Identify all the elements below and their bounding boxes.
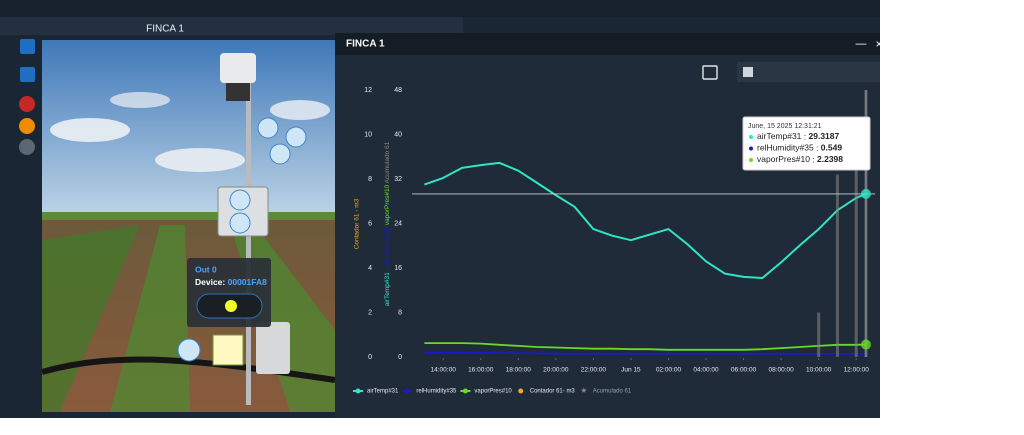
hover-point (860, 339, 871, 350)
export-button[interactable] (702, 65, 718, 80)
y2-tick-label: 4 (368, 265, 372, 272)
x-tick-label: Jun 15 (621, 367, 641, 374)
y-tick-label: 40 (394, 131, 402, 138)
y-axis-title-part: vaporPres#10 (384, 184, 391, 225)
legend-label: Contador 61- m3 (530, 389, 576, 395)
y-tick-label: 32 (394, 176, 402, 183)
x-tick-label: 04:00:00 (693, 367, 719, 374)
x-tick-label: 22:00:00 (581, 367, 607, 374)
series-line (424, 342, 867, 351)
y2-tick-label: 0 (368, 354, 372, 361)
calendar-icon (743, 67, 753, 77)
x-tick-label: 12:00:00 (844, 367, 870, 374)
device-popup: Out 0 Device: 00001FA8 (187, 258, 271, 327)
y-axis-title: airTemp#31 relHumidity#35 vaporPres#10 A… (384, 141, 391, 306)
y2-tick-label: 8 (368, 176, 372, 183)
y2-axis-title: Contador 61 - m3 (354, 198, 361, 249)
x-tick-label: 20:00:00 (543, 367, 569, 374)
legend-label: vaporPres#10 (474, 389, 512, 395)
legend-label: Acumulado 61 (593, 389, 632, 395)
device-label-text: Device: (195, 277, 225, 287)
tooltip-row: relHumidity#35 : 0.549 (757, 143, 842, 153)
minimize-button[interactable]: — (856, 38, 867, 50)
y-tick-label: 16 (394, 265, 402, 272)
y2-tick-label: 12 (364, 87, 372, 94)
x-tick-label: 18:00:00 (506, 367, 532, 374)
x-tick-label: 14:00:00 (431, 367, 457, 374)
tooltip (742, 116, 871, 171)
y-tick-label: 24 (394, 220, 402, 227)
x-tick-label: 08:00:00 (768, 367, 794, 374)
y-tick-label: 8 (398, 309, 402, 316)
y-axis-title-part: Acumulado 61 (384, 141, 391, 183)
field-photo (41, 40, 336, 412)
warning-button[interactable] (19, 118, 35, 134)
tooltip-row: airTemp#31 : 29.3187 (757, 131, 840, 141)
tooltip-series-name: relHumidity#35 (757, 143, 814, 153)
tooltip-swatch (749, 135, 753, 139)
tooltip-series-name: vaporPres#10 (757, 154, 810, 164)
x-tick-label: 06:00:00 (731, 367, 757, 374)
x-tick-label: 16:00:00 (468, 367, 494, 374)
legend-symbol (462, 388, 468, 394)
power-button[interactable] (19, 139, 35, 155)
bar (817, 312, 821, 357)
tooltip-value: 2.2398 (817, 154, 843, 164)
device-label: Device: 00001FA8 (195, 277, 267, 287)
y2-tick-label: 10 (364, 131, 372, 138)
bar (854, 130, 858, 357)
x-tick-label: 02:00:00 (656, 367, 682, 374)
y-tick-label: 48 (394, 87, 402, 94)
info-button[interactable] (20, 67, 35, 82)
legend-label: relHumidity#35 (416, 389, 457, 395)
tooltip-value: 29.3187 (809, 131, 840, 141)
y2-tick-label: 6 (368, 220, 372, 227)
panel-header (0, 17, 463, 35)
legend-symbol: ★ (580, 386, 587, 395)
series-line (424, 351, 866, 355)
chart-window (335, 33, 880, 418)
y-tick-label: 0 (398, 354, 402, 361)
tooltip-swatch (749, 146, 753, 151)
toggle-indicator (225, 300, 237, 312)
tooltip-value: 0.549 (821, 143, 843, 153)
top-bar (0, 0, 880, 17)
panel-title: FINCA 1 (146, 24, 184, 35)
popup-title: Out 0 (195, 264, 217, 274)
date-picker[interactable] (737, 62, 880, 82)
y2-tick-label: 2 (368, 309, 372, 316)
tooltip-series-name: airTemp#31 (757, 131, 802, 141)
legend-symbol (518, 388, 524, 394)
window-header (335, 33, 880, 55)
device-id: 00001FA8 (228, 277, 267, 287)
tooltip-swatch (749, 158, 753, 162)
close-button[interactable]: × (875, 37, 882, 51)
window-title: FINCA 1 (346, 39, 385, 50)
hover-point (860, 188, 871, 199)
series-line (424, 161, 867, 279)
legend-symbol (355, 388, 361, 394)
y-axis-title-part: airTemp#31 (384, 272, 391, 306)
x-tick-label: 10:00:00 (806, 367, 832, 374)
bar (835, 174, 839, 357)
alarm-button[interactable] (19, 96, 35, 112)
legend-label: airTemp#31 (367, 389, 399, 395)
legend-symbol (404, 388, 410, 394)
tooltip-time: June, 15 2025 12:31:21 (748, 123, 822, 130)
y-axis-title-part: relHumidity#35 (384, 227, 391, 271)
fullscreen-button[interactable] (20, 39, 35, 54)
tooltip-row: vaporPres#10 : 2.2398 (757, 154, 843, 164)
